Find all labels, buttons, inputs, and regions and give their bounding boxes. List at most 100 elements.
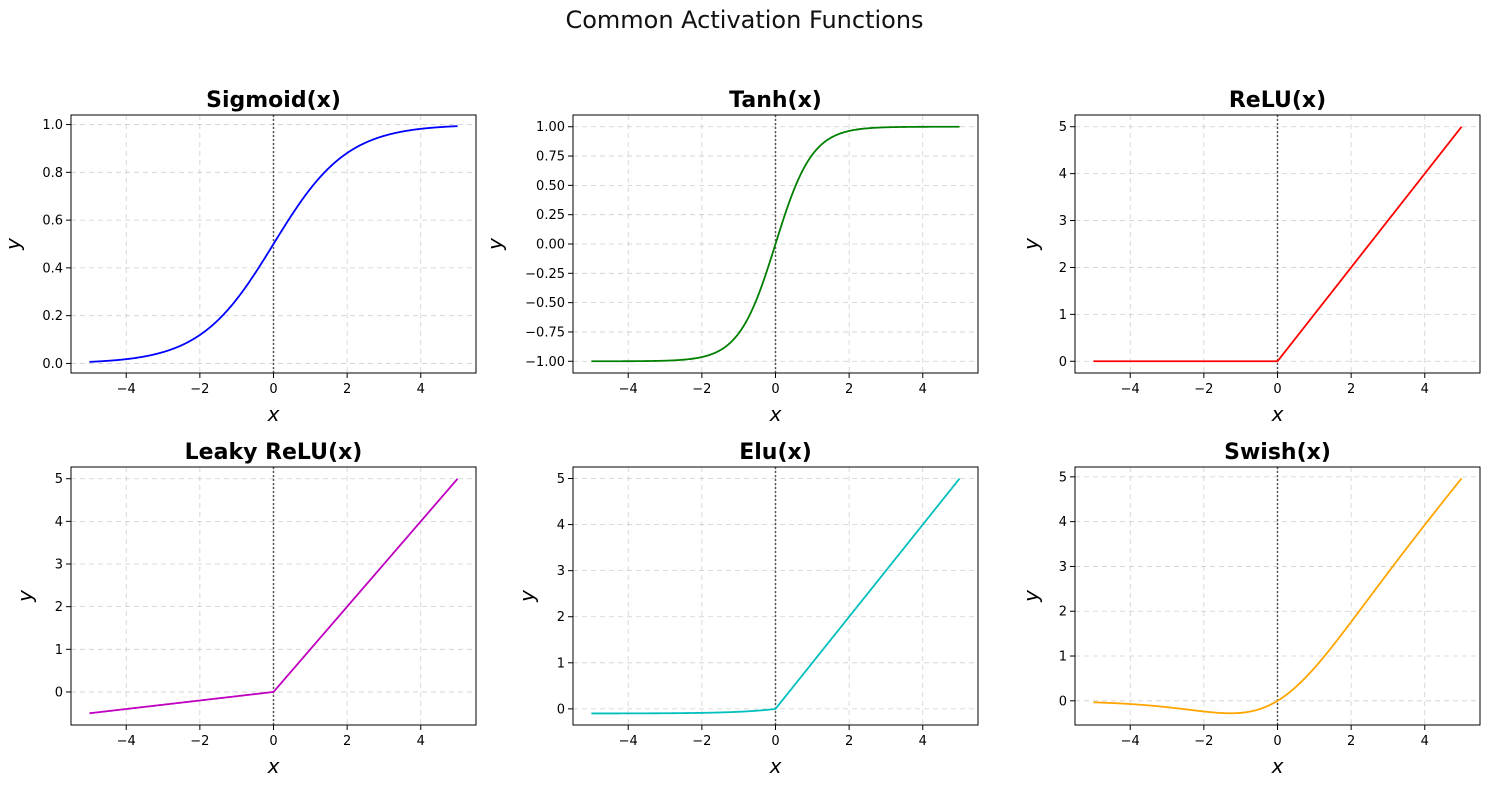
x-tick-label: −4 — [117, 382, 136, 397]
series-line-leaky_relu — [89, 478, 459, 715]
y-tick-label: 2 — [1059, 261, 1067, 276]
x-tick-label: 2 — [845, 734, 853, 749]
y-tick-label: 4 — [1059, 167, 1067, 182]
subplot-elu: −4 −2 0 2 4 0 1 2 3 4 5 Elu(x) x y — [515, 440, 979, 778]
subplot-title: Sigmoid(x) — [206, 88, 341, 113]
y-tick-label: 0 — [55, 685, 63, 700]
y-tick-label: −0.50 — [525, 296, 565, 311]
y-tick-label: 1 — [1059, 308, 1067, 323]
subplot-title: Tanh(x) — [729, 88, 822, 113]
x-tick-label: −2 — [692, 382, 711, 397]
subplot-title: Elu(x) — [739, 440, 812, 465]
subplot-title: Swish(x) — [1224, 440, 1331, 465]
y-tick-label: 2 — [1059, 605, 1067, 620]
x-tick-label: −2 — [190, 382, 209, 397]
y-tick-label: 0.75 — [536, 150, 565, 165]
x-tick-label: −4 — [1121, 734, 1140, 749]
x-tick-label: 4 — [919, 734, 927, 749]
x-axis-label: x — [267, 754, 280, 778]
y-tick-label: 0.8 — [42, 166, 63, 181]
x-tick-label: 4 — [1421, 382, 1429, 397]
series-line-tanh — [591, 125, 960, 363]
y-tick-label: 2 — [55, 600, 63, 615]
y-tick-label: 4 — [55, 515, 63, 530]
x-axis-label: x — [1271, 754, 1284, 778]
subplot-swish: −4 −2 0 2 4 0 1 2 3 4 5 Swish(x) x y — [1019, 440, 1481, 778]
x-tick-label: −2 — [190, 734, 209, 749]
y-tick-label: 0 — [1059, 694, 1067, 709]
y-tick-label: 0.00 — [536, 238, 565, 253]
y-tick-label: 0 — [1059, 355, 1067, 370]
subplot-title: ReLU(x) — [1229, 88, 1326, 113]
x-tick-label: 0 — [1273, 382, 1281, 397]
y-tick-label: 2 — [557, 610, 565, 625]
x-tick-label: −4 — [117, 734, 136, 749]
x-tick-label: 2 — [343, 734, 351, 749]
x-tick-label: −2 — [1194, 382, 1213, 397]
subplot-sigmoid: −4 −2 0 2 4 0.0 0.2 0.4 0.6 0.8 1.0 Sigmoid(x) x y — [1, 88, 477, 426]
subplot-leaky_relu: −4 −2 0 2 4 0 1 2 3 4 5 Leaky ReLU(x) x y — [13, 440, 477, 778]
x-axis-label: x — [1271, 402, 1284, 426]
x-tick-label: 0 — [771, 734, 779, 749]
x-tick-label: 4 — [1421, 734, 1429, 749]
y-tick-label: 0.50 — [536, 179, 565, 194]
figure-title: Common Activation Functions — [565, 6, 924, 34]
subplot-title: Leaky ReLU(x) — [185, 440, 363, 465]
x-tick-label: 2 — [1347, 382, 1355, 397]
y-axis-label: y — [483, 237, 507, 251]
y-axis-label: y — [1019, 237, 1043, 251]
y-tick-label: 1.0 — [42, 118, 63, 133]
y-tick-label: 5 — [1059, 120, 1067, 135]
y-tick-label: 3 — [1059, 214, 1067, 229]
subplot-relu: −4 −2 0 2 4 0 1 2 3 4 5 ReLU(x) x y — [1019, 88, 1481, 426]
y-tick-label: 5 — [557, 472, 565, 487]
y-tick-label: 3 — [1059, 560, 1067, 575]
x-tick-label: 2 — [845, 382, 853, 397]
y-tick-label: 0.25 — [536, 208, 565, 223]
x-tick-label: 0 — [771, 382, 779, 397]
y-tick-label: 1.00 — [536, 120, 565, 135]
y-tick-label: 3 — [557, 564, 565, 579]
subplot-tanh: −4 −2 0 2 4 −1.00 −0.75 −0.50 −0.25 0.00 0.25 0.50 0… — [483, 88, 979, 426]
x-tick-label: 0 — [269, 734, 277, 749]
y-tick-label: 1 — [557, 656, 565, 671]
y-tick-label: 0.6 — [42, 214, 63, 229]
y-axis-label: y — [1019, 589, 1043, 603]
y-tick-label: 0 — [557, 702, 565, 717]
y-tick-label: 0.0 — [42, 357, 63, 372]
y-tick-label: 5 — [55, 472, 63, 487]
y-tick-label: −0.75 — [525, 325, 565, 340]
y-tick-label: 3 — [55, 558, 63, 573]
y-tick-label: 1 — [1059, 650, 1067, 665]
x-axis-label: x — [769, 402, 782, 426]
y-tick-label: −0.25 — [525, 267, 565, 282]
y-tick-label: 4 — [1059, 515, 1067, 530]
x-tick-label: −2 — [1194, 734, 1213, 749]
series-line-elu — [591, 477, 961, 715]
y-axis-label: y — [515, 589, 539, 603]
y-tick-label: 0.4 — [42, 261, 63, 276]
y-tick-label: 0.2 — [42, 309, 63, 324]
series-line-relu — [1093, 126, 1463, 363]
y-axis-label: y — [1, 237, 25, 251]
y-tick-label: 1 — [55, 643, 63, 658]
x-tick-label: −4 — [619, 734, 638, 749]
series-line-swish — [1093, 477, 1463, 715]
x-tick-label: 4 — [417, 382, 425, 397]
x-tick-label: −4 — [619, 382, 638, 397]
series-line-sigmoid — [89, 125, 458, 363]
x-tick-label: 4 — [417, 734, 425, 749]
x-axis-label: x — [267, 402, 280, 426]
x-tick-label: 2 — [343, 382, 351, 397]
x-tick-label: 0 — [269, 382, 277, 397]
y-axis-label: y — [13, 589, 37, 603]
x-tick-label: 2 — [1347, 734, 1355, 749]
y-tick-label: −1.00 — [525, 355, 565, 370]
x-tick-label: −4 — [1121, 382, 1140, 397]
x-tick-label: −2 — [692, 734, 711, 749]
y-tick-label: 4 — [557, 518, 565, 533]
x-tick-label: 4 — [919, 382, 927, 397]
x-tick-label: 0 — [1273, 734, 1281, 749]
